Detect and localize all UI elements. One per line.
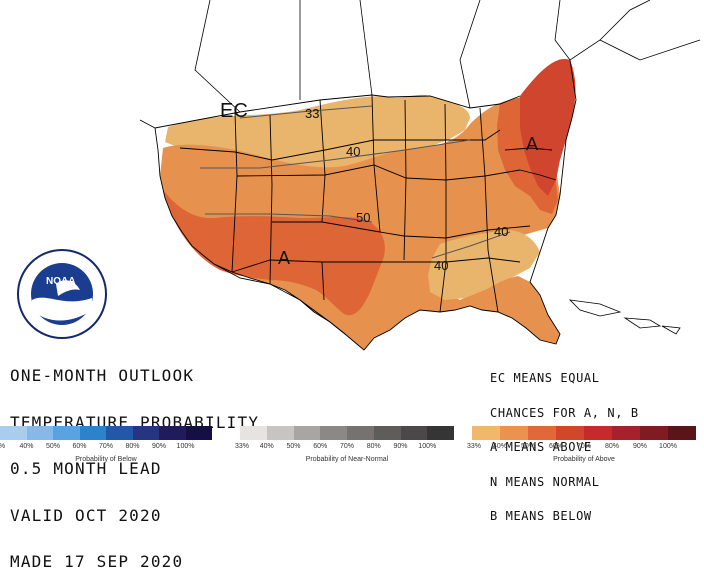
legend-normal-tick: 60% bbox=[313, 443, 328, 450]
legend-below-tick: 80% bbox=[125, 443, 140, 450]
legend-normal-tick: 80% bbox=[366, 443, 381, 450]
contour-label-40-south: 40 bbox=[434, 258, 448, 273]
legend-normal-tick: 100% bbox=[418, 443, 437, 450]
legend-normal-caption: Probability of Near-Normal bbox=[305, 456, 389, 463]
legend-below-swatch bbox=[185, 426, 212, 440]
contour-label-40-north: 40 bbox=[346, 144, 360, 159]
outlook-map: EC A A 33 40 50 40 40 NOAA bbox=[17, 0, 701, 351]
canada-lines bbox=[139, 0, 701, 129]
legend-normal-swatches bbox=[240, 426, 454, 440]
legend-below-swatch bbox=[132, 426, 159, 440]
legend-below-tick: 50% bbox=[45, 443, 61, 450]
legend-below-tick: % bbox=[0, 443, 5, 450]
legend-above-tick: 70% bbox=[576, 443, 592, 450]
title-line-outlook: ONE-MONTH OUTLOOK bbox=[10, 366, 195, 385]
contours bbox=[200, 105, 511, 259]
legend-below-tick: 60% bbox=[72, 443, 87, 450]
note-line-above: A MEANS ABOVE bbox=[490, 440, 592, 454]
legend-below-swatch bbox=[53, 426, 80, 440]
legend-below-caption: Probability of Below bbox=[75, 456, 137, 463]
contour-label-33: 33 bbox=[305, 106, 319, 121]
legend-below-swatch bbox=[159, 426, 186, 440]
legend-above-swatch bbox=[640, 426, 668, 440]
legend-above-swatches bbox=[472, 426, 696, 440]
legend-above-tick: 40% bbox=[492, 443, 508, 450]
legend-above-tick: 33% bbox=[466, 443, 482, 450]
map-labels: EC A A 33 40 50 40 40 bbox=[220, 100, 538, 273]
boundaries bbox=[154, 59, 577, 351]
above-60-70-northeast bbox=[520, 59, 576, 197]
legend-above-swatch bbox=[472, 426, 500, 440]
legend-below-swatch bbox=[106, 426, 133, 440]
above-33-40-southeast bbox=[428, 230, 540, 300]
legend-above-tick: 80% bbox=[604, 443, 620, 450]
legend-below-tick: 40% bbox=[19, 443, 34, 450]
legend-above-tick: 50% bbox=[520, 443, 536, 450]
title-line-made: MADE 17 SEP 2020 bbox=[10, 552, 184, 571]
legend-normal-tick: 50% bbox=[286, 443, 301, 450]
contour-label-50: 50 bbox=[356, 210, 370, 225]
noaa-logo: NOAA bbox=[17, 249, 107, 339]
legend-normal-ticks: 33% 40% 50% 60% 70% 80% 90% 100% bbox=[235, 443, 454, 453]
legend-above-swatch bbox=[528, 426, 556, 440]
legend-above-swatch bbox=[556, 426, 584, 440]
legend-normal-swatch bbox=[400, 426, 428, 440]
legend-below-swatch bbox=[26, 426, 53, 440]
legend-normal-tick: 33% bbox=[234, 443, 250, 450]
probability-legend: % 40% 50% 60% 70% 80% 90% 100% Probability of B… bbox=[0, 426, 704, 465]
note-line-ec: EC MEANS EQUAL bbox=[490, 371, 600, 385]
title-line-variable: TEMPERATURE PROBABILITY bbox=[10, 412, 260, 432]
legend-below-swatches bbox=[0, 426, 212, 440]
legend-above-swatch bbox=[584, 426, 612, 440]
legend-normal-swatch bbox=[347, 426, 374, 440]
legend-normal: 33% 40% 50% 60% 70% 80% 90% 100% Probability of… bbox=[235, 426, 454, 465]
title-line-valid: VALID OCT 2020 bbox=[10, 505, 162, 525]
legend-below-swatch bbox=[79, 426, 106, 440]
noaa-logo-text: NOAA bbox=[46, 276, 75, 287]
caribbean-islands bbox=[568, 299, 681, 335]
legend-normal-tick: 70% bbox=[339, 443, 355, 450]
legend-above-caption: Probability of Above bbox=[553, 456, 615, 463]
ec-label: EC bbox=[220, 100, 248, 122]
above-50-60-zone bbox=[163, 190, 385, 316]
legend-below-tick: 70% bbox=[98, 443, 114, 450]
legend-above-tick: 100% bbox=[659, 443, 677, 450]
contour-label-40-southeast: 40 bbox=[494, 224, 508, 239]
note-line-chances: CHANCES FOR A, N, B bbox=[490, 405, 639, 420]
legend-normal-swatch bbox=[373, 426, 401, 440]
legend-above: 33% 40% 50% 60% 70% 80% 90% 100% Probability of… bbox=[467, 426, 696, 465]
legend-normal-swatch bbox=[266, 426, 294, 440]
legend-below-tick: 100% bbox=[176, 443, 195, 450]
legend-normal-tick: 40% bbox=[259, 443, 274, 450]
legend-above-swatch bbox=[500, 426, 528, 440]
legend-normal-swatch bbox=[293, 426, 321, 440]
note-line-normal: N MEANS NORMAL bbox=[490, 474, 600, 489]
legend-normal-swatch bbox=[427, 426, 454, 440]
legend-normal-swatch bbox=[240, 426, 267, 440]
note-line-below: B MEANS BELOW bbox=[490, 509, 592, 523]
legend-above-swatch bbox=[668, 426, 696, 440]
legend-below: % 40% 50% 60% 70% 80% 90% 100% Probability of B… bbox=[0, 426, 212, 465]
legend-above-ticks: 33% 40% 50% 60% 70% 80% 90% 100% bbox=[467, 443, 696, 453]
legend-above-tick: 60% bbox=[548, 443, 564, 450]
legend-below-tick: 90% bbox=[151, 443, 167, 450]
above-label-west: A bbox=[278, 248, 290, 268]
legend-below-ticks: % 40% 50% 60% 70% 80% 90% 100% bbox=[0, 443, 212, 453]
legend-above-tick: 90% bbox=[632, 443, 648, 450]
above-label-east: A bbox=[526, 134, 538, 154]
legend-normal-swatch bbox=[320, 426, 347, 440]
legend-normal-tick: 90% bbox=[393, 443, 408, 450]
legend-above-swatch bbox=[612, 426, 640, 440]
legend-below-swatch bbox=[0, 426, 27, 440]
